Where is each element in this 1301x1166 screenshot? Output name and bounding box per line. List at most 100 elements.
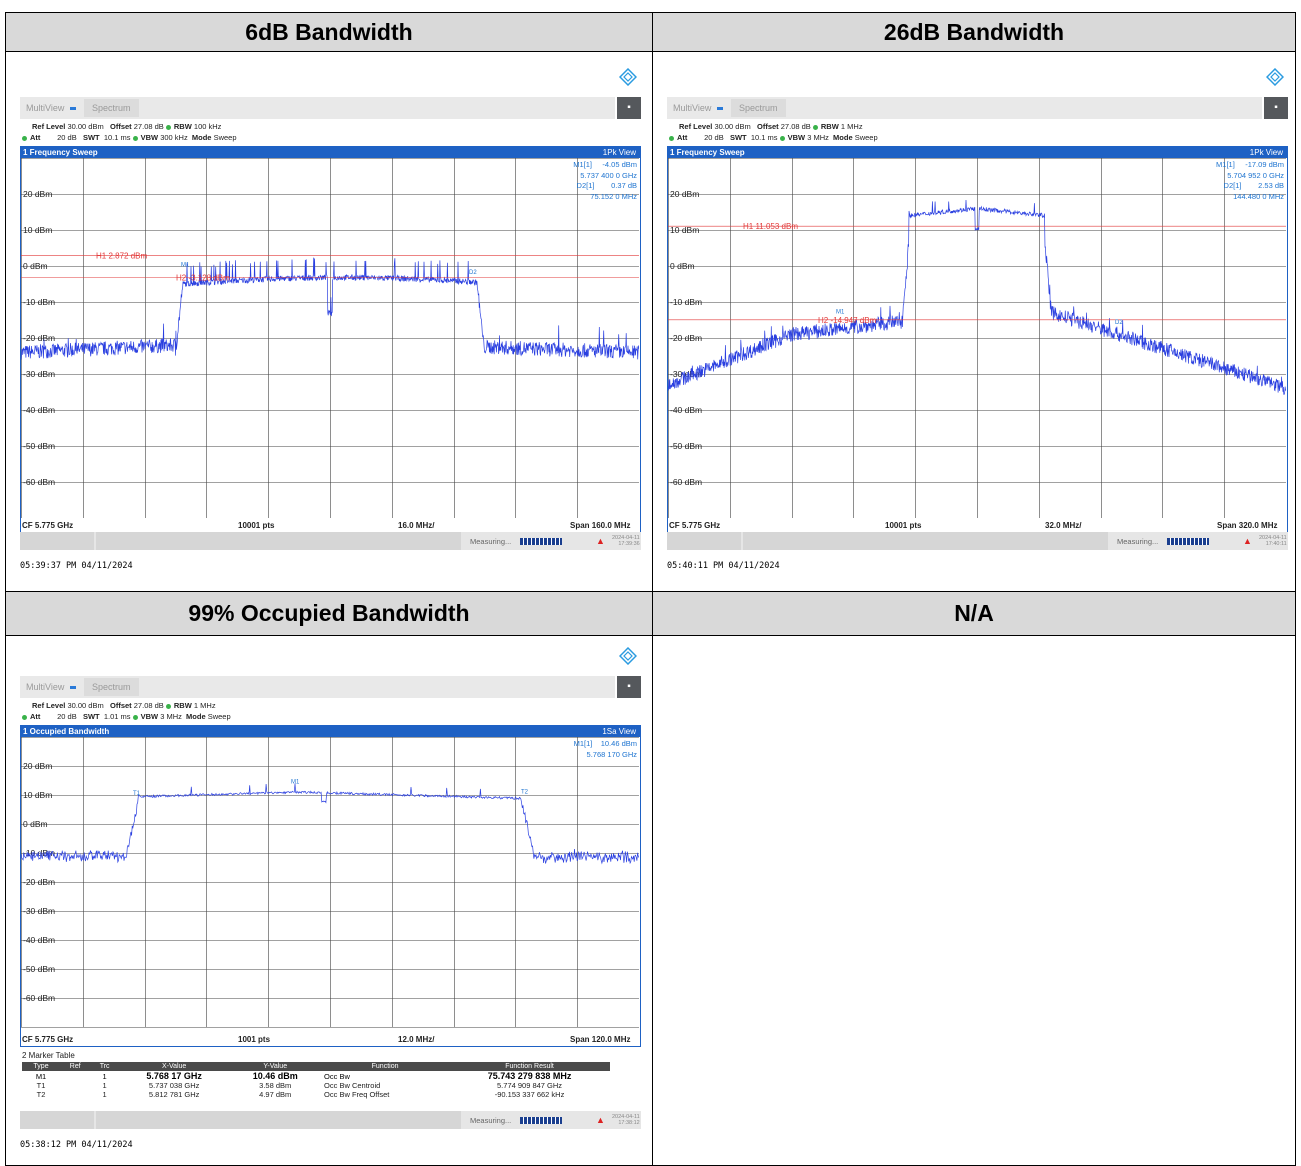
timestamp: 05:38:12 PM 04/11/2024 [20, 1140, 133, 1150]
y-axis-label: -50 dBm [23, 441, 55, 451]
y-axis-label: 0 dBm [23, 261, 48, 271]
trace-line [21, 257, 639, 360]
y-axis-label: -40 dBm [23, 935, 55, 945]
marker-readout: M1[1] -17.09 dBm 5.704 952 0 GHz D2[1] 2… [1216, 160, 1284, 201]
y-axis-label: 10 dBm [23, 790, 52, 800]
param-row-1: Ref Level 30.00 dBm Offset 27.08 dB RBW … [679, 122, 863, 131]
table-row[interactable]: T1 1 5.737 038 GHz 3.58 dBm Occ Bw Centr… [36, 1081, 563, 1090]
screenshot-99obw: MultiView Spectrum ▪ Ref Level 30.00 dBm… [20, 645, 641, 1165]
marker-label: M1 [836, 309, 845, 315]
status-stamp: 2024-04-11 17:40:11 [1259, 535, 1287, 547]
topbar: MultiView Spectrum [667, 97, 1262, 119]
cell-na [652, 635, 1296, 1166]
param-row-1: Ref Level 30.00 dBm Offset 27.08 dB RBW … [32, 122, 222, 131]
tab-multiview[interactable]: MultiView [673, 99, 729, 117]
marker-readout: M1[1] -4.05 dBm 5.737 400 0 GHz D2[1] 0.… [573, 160, 637, 201]
warning-icon: ▲ [1243, 536, 1252, 546]
footer-cf: CF 5.775 GHz [22, 521, 74, 530]
topbar: MultiView Spectrum [20, 676, 615, 698]
plot-area[interactable]: 1 Frequency Sweep 1Pk View 20 dBm 10 dBm 0 … [667, 146, 1288, 533]
y-axis-label: -10 dBm [670, 297, 702, 307]
progress-bar [520, 538, 562, 545]
param-row-2: Att 20 dB SWT 10.1 ms VBW 300 kHz Mode S… [22, 133, 237, 142]
threshold-label: H2 -14.947 dBm [818, 316, 877, 325]
warning-icon: ▲ [596, 536, 605, 546]
timestamp: 05:40:11 PM 04/11/2024 [667, 561, 780, 571]
status-stamp: 2024-04-11 17:39:36 [612, 535, 640, 547]
threshold-label: H2 -3.128 dBm [176, 273, 230, 282]
mt-header: Ref [60, 1062, 91, 1071]
tab-spectrum[interactable]: Spectrum [84, 678, 139, 696]
mt-header: Trc [90, 1062, 119, 1071]
y-axis-label: -60 dBm [23, 993, 55, 1003]
measuring-label: Measuring... [1117, 537, 1159, 546]
timestamp: 05:39:37 PM 04/11/2024 [20, 561, 133, 571]
y-axis-label: -20 dBm [670, 333, 702, 343]
status-segment [96, 1111, 461, 1129]
footer-span: Span 160.0 MHz [570, 521, 631, 530]
menu-button[interactable]: ▪ [617, 97, 641, 119]
footer-span: Span 120.0 MHz [570, 1035, 631, 1044]
rs-logo-icon [619, 647, 637, 665]
screenshot-6db: MultiView Spectrum ▪ Ref Level 30.00 dBm… [20, 66, 641, 586]
table-row[interactable]: M1 1 5.768 17 GHz 10.46 dBm Occ Bw 75.74… [35, 1071, 572, 1081]
footer-points: 10001 pts [885, 521, 922, 530]
header-6db-bandwidth: 6dB Bandwidth [5, 12, 653, 52]
header-99-occupied-bandwidth: 99% Occupied Bandwidth [5, 591, 653, 636]
y-axis-label: 20 dBm [23, 761, 52, 771]
threshold-label: H1 11.053 dBm [743, 222, 798, 231]
tab-spectrum[interactable]: Spectrum [84, 99, 139, 117]
header-26db-bandwidth: 26dB Bandwidth [652, 12, 1296, 52]
mt-header: Y-Value [229, 1062, 322, 1071]
footer-cf: CF 5.775 GHz [669, 521, 721, 530]
plot-area[interactable]: 1 Occupied Bandwidth 1Sa View 20 dBm 10 dB… [20, 725, 641, 1047]
status-segment [667, 532, 741, 550]
status-segment [96, 532, 461, 550]
tab-active-dot [70, 107, 77, 111]
trace-line [21, 783, 639, 865]
footer-span: Span 320.0 MHz [1217, 521, 1278, 530]
param-row-2: Att 20 dB SWT 10.1 ms VBW 3 MHz Mode Swe… [669, 133, 878, 142]
marker-label: M1 [181, 263, 190, 269]
status-bar: Measuring... ▲ 2024-04-11 17:40:11 [667, 532, 1288, 550]
y-axis-label: 20 dBm [670, 189, 699, 199]
marker-label: T2 [521, 789, 529, 795]
status-segment [743, 532, 1108, 550]
y-axis-label: -30 dBm [23, 906, 55, 916]
plot-area[interactable]: 1 Frequency Sweep 1Pk View 20 dBm 10 dBm 0 … [20, 146, 641, 533]
footer-div: 32.0 MHz/ [1045, 521, 1082, 530]
progress-bar [520, 1117, 562, 1124]
table-row[interactable]: T2 1 5.812 781 GHz 4.97 dBm Occ Bw Freq … [36, 1090, 565, 1099]
tab-multiview[interactable]: MultiView [26, 99, 82, 117]
progress-bar [1167, 538, 1209, 545]
footer-div: 12.0 MHz/ [398, 1035, 435, 1044]
tab-multiview[interactable]: MultiView [26, 678, 82, 696]
status-bar: Measuring... ▲ 2024-04-11 17:39:36 [20, 532, 641, 550]
threshold-label: H1 2.872 dBm [96, 252, 147, 261]
y-axis-label: -60 dBm [670, 477, 702, 487]
marker-label: D2 [469, 270, 477, 276]
y-axis-label: -10 dBm [23, 297, 55, 307]
menu-button[interactable]: ▪ [617, 676, 641, 698]
status-segment [20, 1111, 94, 1129]
warning-icon: ▲ [596, 1115, 605, 1125]
topbar: MultiView Spectrum [20, 97, 615, 119]
y-axis-label: -40 dBm [23, 405, 55, 415]
marker-label: D2 [1115, 320, 1123, 326]
footer-points: 10001 pts [238, 521, 275, 530]
status-segment [20, 532, 94, 550]
tab-spectrum[interactable]: Spectrum [731, 99, 786, 117]
y-axis-label: -20 dBm [23, 333, 55, 343]
measuring-label: Measuring... [470, 537, 512, 546]
plot-title-bar: 1 Frequency Sweep 1Pk View [668, 147, 1287, 158]
y-axis-label: -10 dBm [23, 848, 55, 858]
param-row-1: Ref Level 30.00 dBm Offset 27.08 dB RBW … [32, 701, 216, 710]
plot-title-bar: 1 Frequency Sweep 1Pk View [21, 147, 640, 158]
mt-header: Function [321, 1062, 450, 1071]
screenshot-26db: MultiView Spectrum ▪ Ref Level 30.00 dBm… [667, 66, 1288, 586]
rs-logo-icon [1266, 68, 1284, 86]
menu-button[interactable]: ▪ [1264, 97, 1288, 119]
